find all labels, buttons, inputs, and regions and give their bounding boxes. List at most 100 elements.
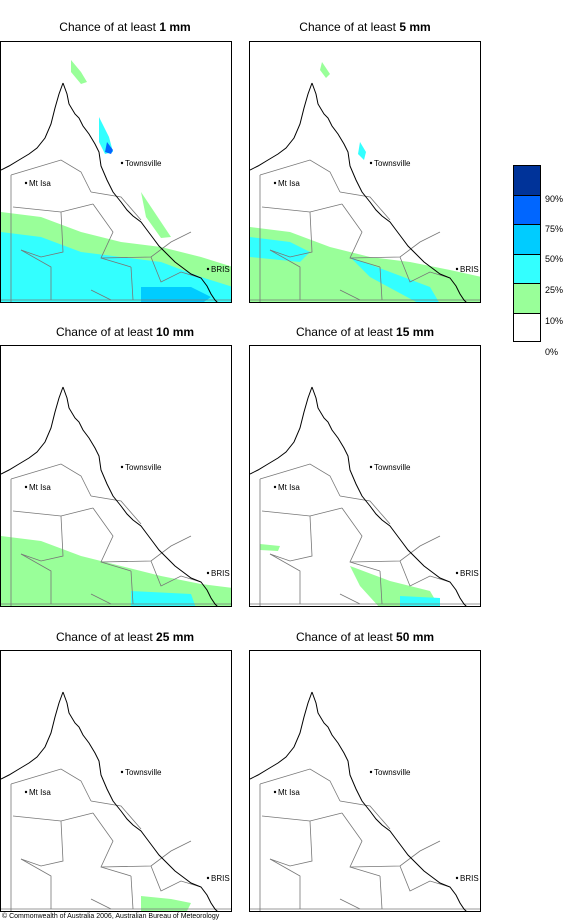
legend-label-90: 90% xyxy=(545,194,564,204)
place-marker-bris xyxy=(455,571,459,575)
place-label-townsville: Townsville xyxy=(125,159,162,168)
place-label-mt-isa: Mt Isa xyxy=(29,483,51,492)
place-label-bris: BRIS xyxy=(211,874,230,883)
district-boundary xyxy=(339,495,391,525)
title-prefix: Chance of at least xyxy=(55,325,157,339)
district-boundary xyxy=(100,840,192,868)
copyright-notice: © Commonwealth of Australia 2006, Austra… xyxy=(2,913,220,920)
district-boundary xyxy=(90,593,112,605)
title-prefix: Chance of at least xyxy=(55,630,157,644)
place-label-bris: BRIS xyxy=(460,874,479,883)
legend-label-10: 10% xyxy=(545,316,564,326)
district-boundary xyxy=(20,820,64,867)
probability-shading xyxy=(260,544,280,551)
district-boundary xyxy=(150,560,202,587)
district-boundary xyxy=(269,211,313,258)
panel-title-10mm: Chance of at least 10 mm xyxy=(0,325,250,339)
legend-swatch-50 xyxy=(513,224,541,254)
map-10mm: Townsville Mt Isa BRIS xyxy=(0,345,232,607)
district-boundary xyxy=(379,570,383,605)
place-label-mt-isa: Mt Isa xyxy=(29,788,51,797)
place-label-mt-isa: Mt Isa xyxy=(278,179,300,188)
district-boundary xyxy=(100,535,192,563)
probability-shading xyxy=(141,896,191,911)
district-boundary xyxy=(259,159,341,193)
district-boundary xyxy=(349,231,441,259)
district-boundary xyxy=(130,570,134,605)
district-boundary xyxy=(399,256,451,283)
district-boundary xyxy=(92,203,132,268)
district-boundary xyxy=(339,898,361,910)
probability-shading xyxy=(141,287,211,302)
place-label-townsville: Townsville xyxy=(125,768,162,777)
title-prefix: Chance of at least xyxy=(299,20,400,34)
map-graphic: Townsville Mt Isa BRIS xyxy=(1,60,231,302)
district-boundary xyxy=(399,865,451,892)
place-label-bris: BRIS xyxy=(460,569,479,578)
probability-shading xyxy=(99,117,113,154)
probability-shading xyxy=(105,142,113,154)
probability-shading xyxy=(350,566,439,606)
map-graphic: Townsville Mt Isa BRIS xyxy=(250,691,480,911)
legend-label-50: 50% xyxy=(545,254,564,264)
place-label-townsville: Townsville xyxy=(374,159,411,168)
title-amount: 25 mm xyxy=(156,630,195,644)
legend-swatch-0 xyxy=(513,312,541,342)
probability-shading xyxy=(350,257,439,302)
place-label-bris: BRIS xyxy=(460,265,479,274)
district-boundary xyxy=(349,535,441,563)
legend-swatch-75 xyxy=(513,194,541,224)
district-boundary xyxy=(90,289,112,301)
district-boundary xyxy=(20,515,64,562)
place-marker-townsville xyxy=(120,161,124,165)
map-15mm: Townsville Mt Isa BRIS xyxy=(249,345,481,607)
title-prefix: Chance of at least xyxy=(295,630,397,644)
district-boundary xyxy=(339,800,391,830)
coastline xyxy=(1,386,64,475)
district-boundary xyxy=(20,858,52,909)
district-boundary xyxy=(150,256,202,283)
place-marker-mt-isa xyxy=(24,485,28,489)
district-boundary xyxy=(269,553,301,604)
district-boundary xyxy=(269,820,313,867)
place-label-mt-isa: Mt Isa xyxy=(29,179,51,188)
district-boundary xyxy=(261,812,343,822)
district-boundary xyxy=(10,159,92,193)
map-graphic: Townsville Mt Isa BRIS xyxy=(250,386,480,606)
probability-shading xyxy=(400,596,440,606)
place-label-townsville: Townsville xyxy=(374,768,411,777)
place-marker-townsville xyxy=(369,770,373,774)
place-label-bris: BRIS xyxy=(211,265,230,274)
legend-swatch-90 xyxy=(513,165,541,195)
district-boundary xyxy=(379,266,383,301)
place-marker-townsville xyxy=(369,465,373,469)
district-boundary xyxy=(130,875,134,910)
district-boundary xyxy=(341,507,381,572)
place-marker-mt-isa xyxy=(24,181,28,185)
place-marker-mt-isa xyxy=(273,485,277,489)
place-label-mt-isa: Mt Isa xyxy=(278,788,300,797)
district-boundary xyxy=(92,507,132,572)
district-boundary xyxy=(92,812,132,877)
panel-title-5mm: Chance of at least 5 mm xyxy=(240,20,490,34)
district-boundary xyxy=(12,203,94,213)
coastline xyxy=(250,386,313,475)
place-marker-townsville xyxy=(369,161,373,165)
district-boundary xyxy=(130,266,134,301)
place-marker-mt-isa xyxy=(24,790,28,794)
probability-shading xyxy=(141,192,171,238)
legend-swatch-10 xyxy=(513,283,541,313)
coastline xyxy=(311,386,467,606)
district-boundary xyxy=(341,203,381,268)
coastline xyxy=(311,82,467,302)
place-marker-townsville xyxy=(120,465,124,469)
district-boundary xyxy=(349,840,441,868)
district-boundary xyxy=(399,560,451,587)
district-boundary xyxy=(90,191,142,221)
probability-shading xyxy=(131,591,196,606)
place-marker-bris xyxy=(455,267,459,271)
coastline xyxy=(311,691,467,911)
district-boundary xyxy=(339,289,361,301)
map-25mm: Townsville Mt Isa BRIS xyxy=(0,650,232,912)
probability-shading xyxy=(1,232,231,302)
